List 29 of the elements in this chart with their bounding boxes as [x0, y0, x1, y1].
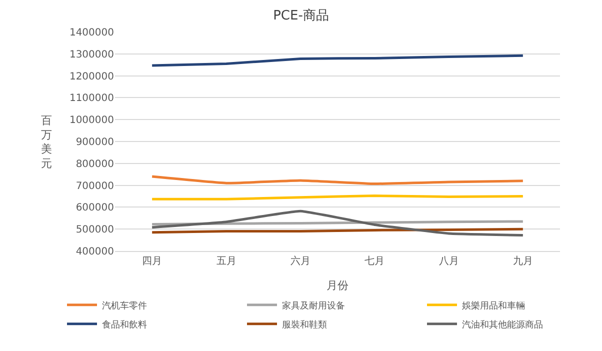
y-tick-label: 800000	[76, 158, 114, 170]
x-axis-title: 月份	[326, 279, 348, 292]
legend-label: 食品和飲料	[102, 319, 147, 330]
legend-label: 家具及耐用设备	[282, 300, 345, 312]
x-tick-label: 四月	[142, 256, 162, 267]
x-tick-label: 九月	[512, 255, 533, 267]
legend-label: 汽机车零件	[102, 300, 147, 312]
line-series	[150, 54, 524, 67]
line-series	[150, 210, 524, 236]
x-tick-label: 六月	[290, 255, 310, 267]
x-tick-label: 八月	[438, 256, 459, 267]
chart-title: PCE-商品	[273, 8, 329, 24]
y-tick-label: 1300000	[69, 49, 114, 60]
y-tick-label: 1100000	[69, 93, 114, 104]
legend-label: 汽油和其他能源商品	[462, 319, 543, 330]
x-tick-label: 五月	[216, 256, 236, 267]
legend-label: 娛樂用品和車輛	[462, 300, 525, 312]
y-axis-title: 百万美元	[41, 114, 52, 170]
line-series	[150, 175, 524, 186]
legend-label: 服裝和鞋類	[282, 319, 327, 330]
y-tick-label: 400000	[76, 246, 114, 258]
y-tick-label: 1000000	[69, 115, 114, 126]
y-tick-label: 1400000	[69, 28, 114, 38]
y-tick-label: 500000	[76, 224, 114, 236]
y-tick-label: 900000	[76, 137, 114, 148]
y-tick-label: 700000	[76, 180, 114, 192]
y-tick-label: 600000	[76, 202, 114, 214]
y-tick-label: 1200000	[69, 71, 114, 82]
x-tick-label: 七月	[364, 255, 385, 267]
